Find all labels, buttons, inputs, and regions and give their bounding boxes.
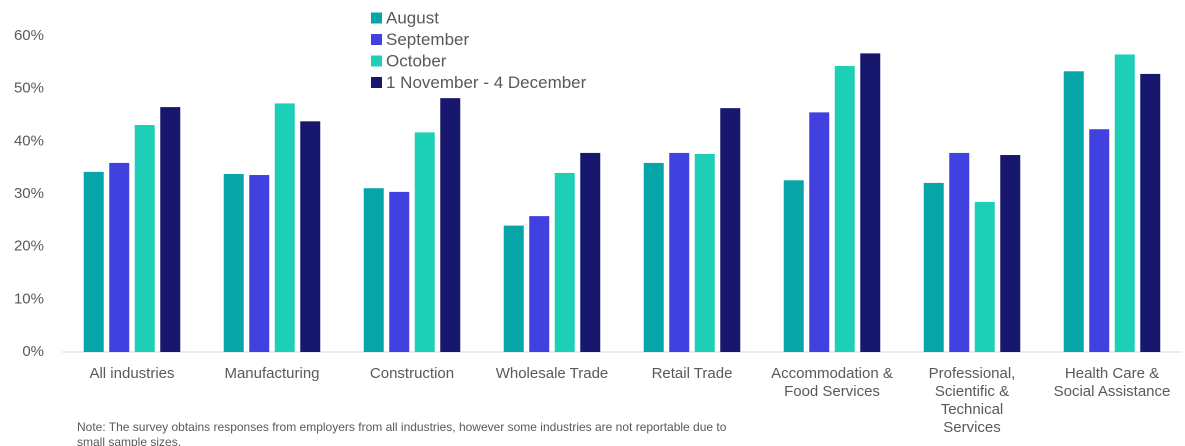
bar — [134, 125, 155, 352]
bar — [440, 98, 461, 352]
bar — [834, 66, 855, 353]
note: Note: The survey obtains responses from … — [77, 420, 727, 446]
legend-swatch — [371, 55, 382, 67]
legend-swatch — [371, 34, 382, 45]
bar — [529, 216, 550, 352]
bar — [554, 172, 575, 352]
x-tick-label: Accommodation & Food Services — [771, 365, 893, 400]
y-tick-label: 40% — [14, 132, 44, 149]
bar — [669, 152, 690, 352]
y-tick-label: 30% — [14, 185, 44, 202]
bar — [974, 201, 995, 352]
x-tick-label: Retail Trade — [651, 365, 733, 382]
bar — [300, 121, 321, 352]
legend-swatch — [371, 77, 382, 88]
bar — [109, 162, 130, 352]
legend-label: October — [386, 51, 447, 70]
bar — [389, 191, 410, 352]
y-tick-label: 10% — [14, 290, 44, 307]
bar — [1063, 71, 1084, 352]
x-tick-label: Construction — [369, 365, 455, 382]
legend-label: August — [386, 8, 439, 27]
y-tick-label: 60% — [14, 27, 44, 44]
y-tick-label: 20% — [14, 238, 44, 255]
bar — [1000, 155, 1021, 352]
x-tick-label: Manufacturing — [224, 365, 320, 382]
bar — [1089, 129, 1110, 352]
legend-label: September — [386, 30, 469, 49]
bar — [503, 225, 524, 352]
bar — [274, 103, 295, 352]
bar — [414, 132, 435, 352]
bar — [860, 53, 881, 352]
bar — [643, 162, 664, 352]
x-tick-label: Professional, Scientific & Technical Ser… — [928, 365, 1016, 436]
legend-label: 1 November - 4 December — [386, 73, 587, 92]
bar — [1140, 73, 1161, 353]
bar — [160, 107, 181, 352]
x-tick-label: Wholesale Trade — [495, 365, 609, 382]
bar — [783, 180, 804, 352]
bar — [720, 108, 741, 352]
bar — [949, 152, 970, 352]
legend-swatch — [371, 12, 382, 24]
bar — [363, 188, 384, 352]
bar — [694, 153, 715, 352]
x-tick-label: All industries — [89, 365, 175, 382]
y-tick-label: 0% — [22, 343, 44, 360]
x-tick-label: Health Care & Social Assistance — [1053, 365, 1171, 400]
bar — [83, 171, 104, 352]
bar — [923, 182, 944, 352]
bar — [1114, 54, 1135, 352]
y-tick-label: 50% — [14, 80, 44, 97]
bar — [223, 173, 244, 352]
bar — [249, 175, 270, 352]
bar — [580, 152, 601, 352]
bar — [809, 112, 830, 352]
